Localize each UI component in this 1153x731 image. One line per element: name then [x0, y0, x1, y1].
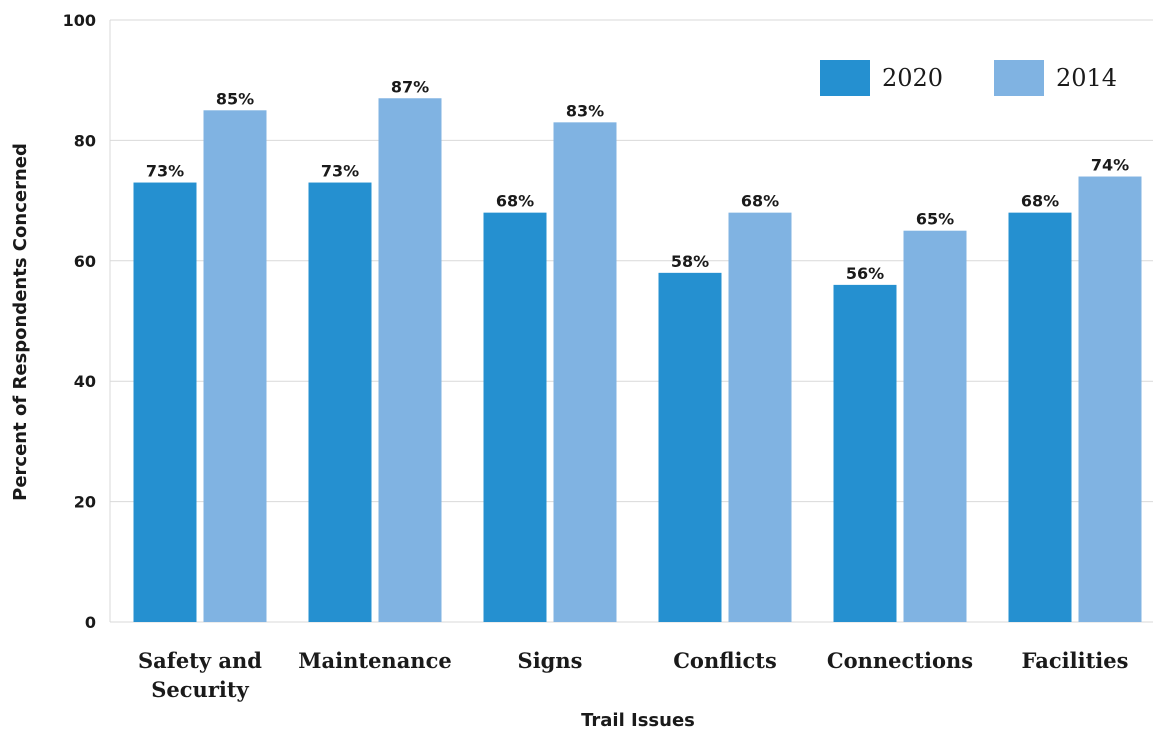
data-label: 68% [1021, 192, 1059, 211]
legend-swatch-2020 [820, 60, 870, 96]
category-label: Safety and [138, 648, 262, 673]
y-tick-label: 0 [85, 613, 96, 632]
data-labels: 73% 85% 73% 87% 68% 83% 58% 68% 56% 65% 68% 74% [146, 77, 1129, 283]
category-label: Signs [518, 648, 583, 673]
x-axis-categories: Safety and Security Maintenance Signs Confli… [138, 648, 1128, 702]
data-label: 73% [146, 162, 184, 181]
bars [133, 98, 1142, 623]
legend-label: 2020 [882, 64, 943, 92]
y-axis-ticks: 0 20 40 60 80 100 [63, 11, 96, 632]
bar-2020 [133, 182, 197, 623]
legend: 2020 2014 [820, 60, 1117, 96]
category-label: Connections [827, 648, 973, 673]
data-label: 56% [846, 264, 884, 283]
data-label: 83% [566, 101, 604, 120]
grid-lines [109, 19, 1153, 623]
bar-2020 [658, 272, 722, 622]
data-label: 65% [916, 210, 954, 229]
bar-2014 [1078, 176, 1142, 622]
data-label: 73% [321, 162, 359, 181]
category-label: Conflicts [673, 648, 777, 673]
y-tick-label: 80 [74, 131, 96, 150]
legend-label: 2014 [1056, 64, 1117, 92]
data-label: 74% [1091, 156, 1129, 175]
y-tick-label: 60 [74, 252, 96, 271]
data-label: 85% [216, 89, 254, 108]
bar-2020 [833, 284, 897, 622]
bar-2020 [1008, 212, 1072, 622]
bar-2020 [308, 182, 372, 623]
bar-2014 [553, 122, 617, 622]
bar-2014 [903, 230, 967, 622]
data-label: 68% [496, 192, 534, 211]
category-label: Security [151, 677, 249, 702]
bar-2014 [728, 212, 792, 622]
bar-2014 [378, 98, 442, 622]
data-label: 87% [391, 77, 429, 96]
data-label: 68% [741, 192, 779, 211]
bar-2014 [203, 110, 267, 623]
bar-2020 [483, 212, 547, 622]
data-label: 58% [671, 252, 709, 271]
category-label: Facilities [1022, 648, 1129, 673]
y-axis-title: Percent of Respondents Concerned [10, 143, 31, 501]
y-tick-label: 40 [74, 372, 96, 391]
y-tick-label: 100 [63, 11, 96, 30]
x-axis-title: Trail Issues [581, 710, 695, 731]
legend-swatch-2014 [994, 60, 1044, 96]
category-label: Maintenance [298, 648, 451, 673]
y-tick-label: 20 [74, 493, 96, 512]
